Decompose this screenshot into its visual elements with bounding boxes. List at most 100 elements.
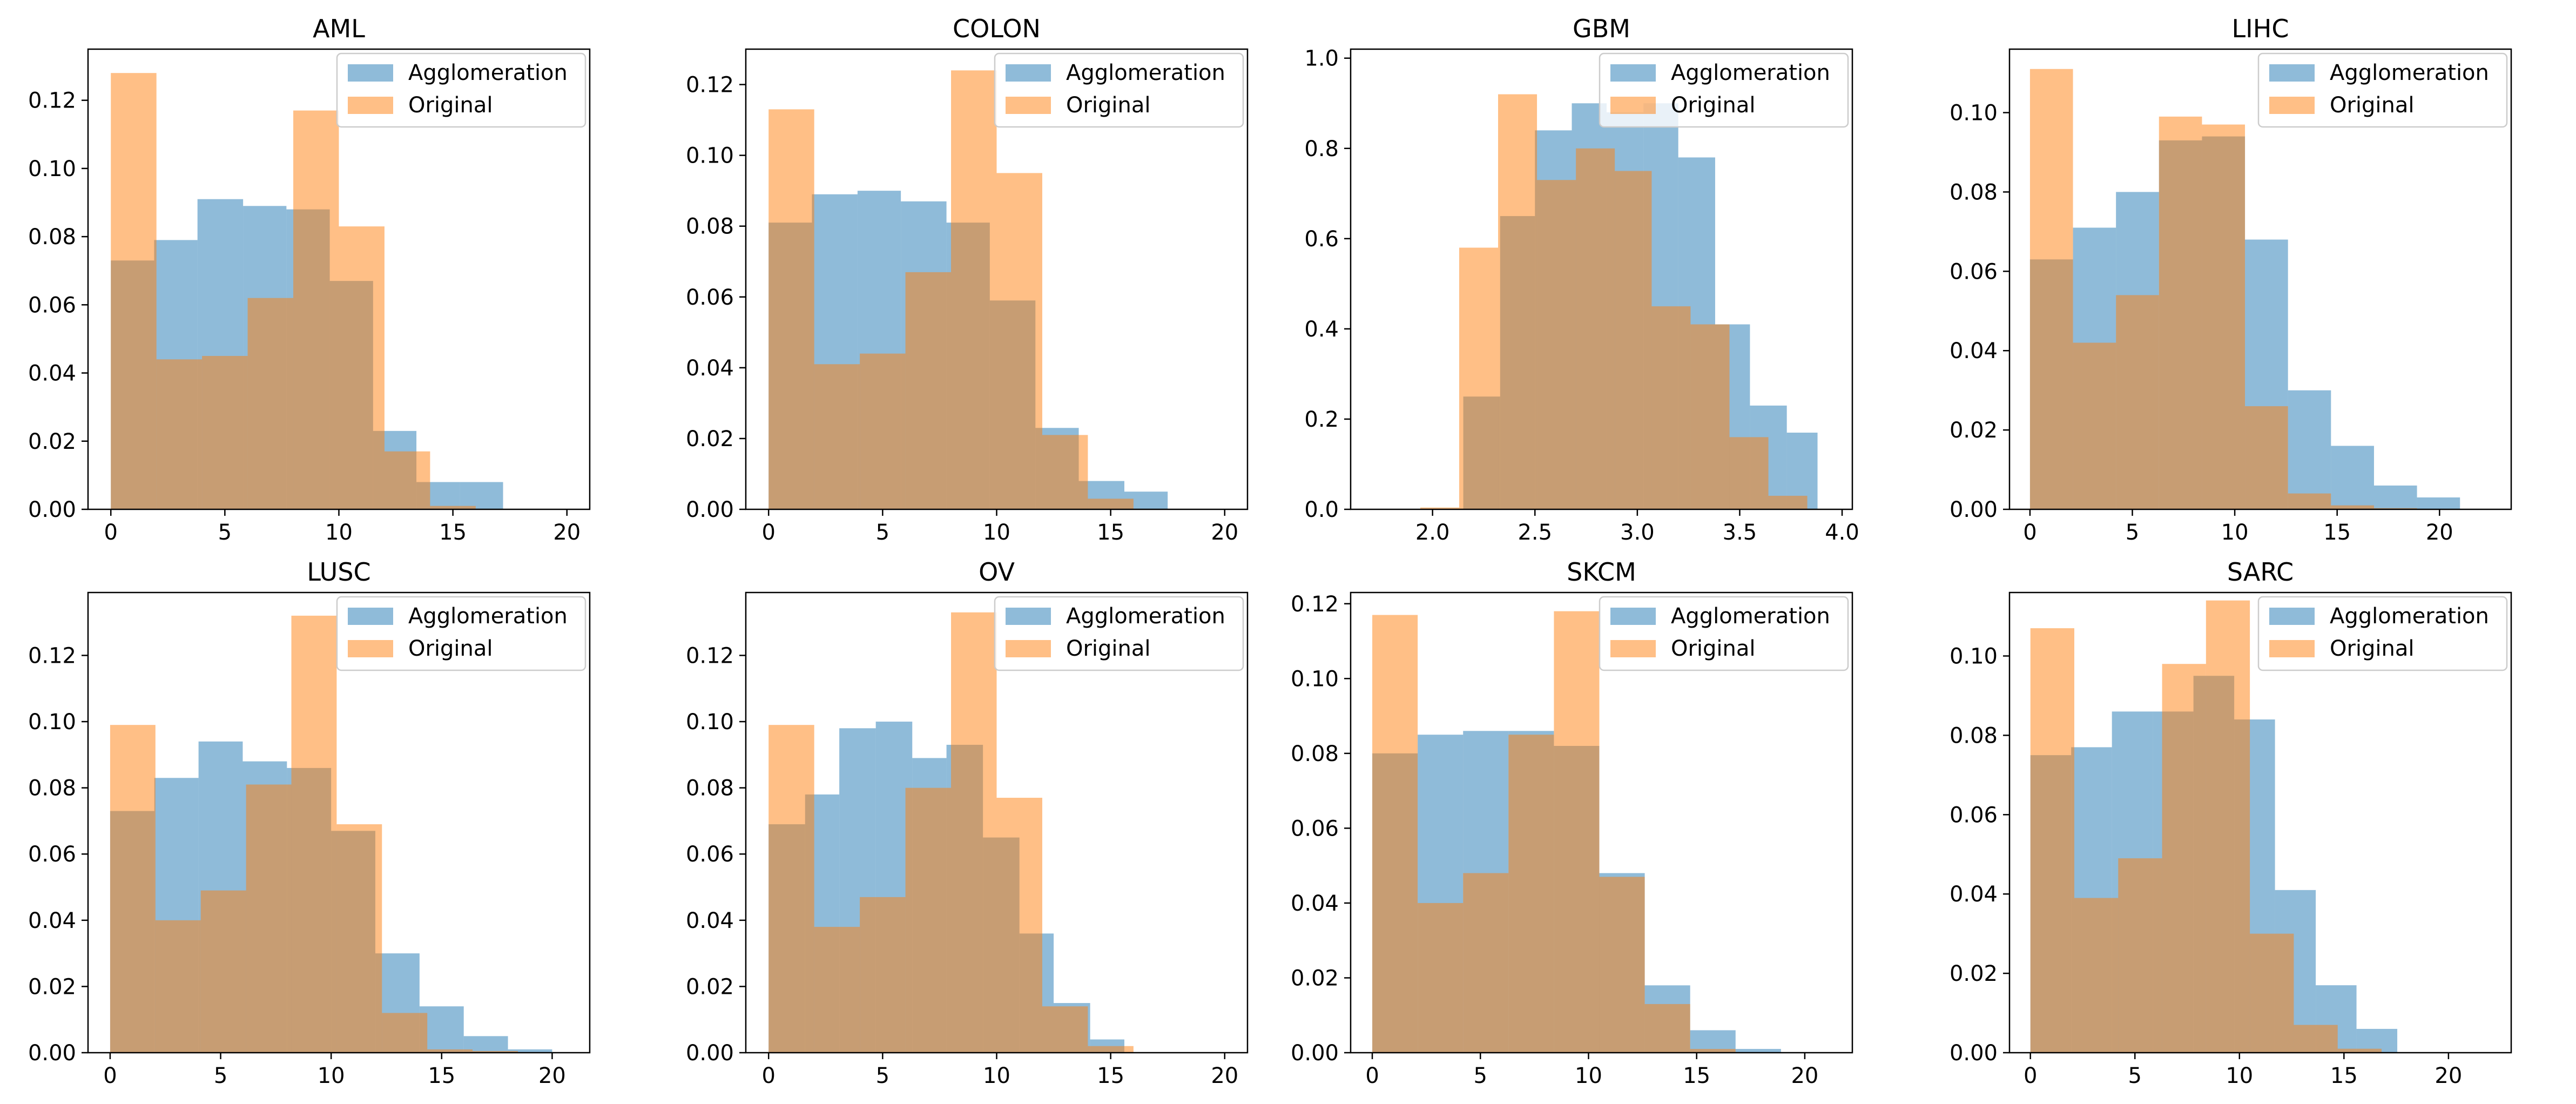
x-tick-label: 5 [1474, 1063, 1487, 1088]
x-tick-label: 5 [214, 1063, 227, 1088]
y-tick-label: 0.06 [28, 842, 76, 867]
bar-original-4 [293, 110, 339, 509]
bar-original-1 [155, 920, 201, 1053]
y-tick-label: 0.04 [28, 361, 76, 386]
legend-label-original: Original [2330, 93, 2415, 118]
x-tick-label: 3.5 [1723, 520, 1757, 545]
bar-original-6 [1042, 435, 1088, 509]
bar-original-5 [996, 798, 1042, 1053]
bar-original-6 [2294, 1025, 2338, 1053]
y-tick-label: 0.02 [1950, 961, 1998, 986]
x-tick-label: 5 [2126, 520, 2139, 545]
legend-swatch-original [1610, 97, 1656, 114]
legend-label-original: Original [408, 636, 493, 661]
x-tick-label: 10 [1575, 1063, 1602, 1088]
legend-swatch-original [348, 97, 393, 114]
legend-box [2257, 52, 2508, 128]
y-tick-label: 0.4 [1304, 317, 1339, 342]
y-tick-label: 0.12 [686, 73, 734, 98]
bar-agglomeration-6 [2288, 390, 2331, 509]
subplot-aml: AML 0 5 10 15 20 0.00 0.02 0.04 0.06 0.08 0.10 0.12 A… [28, 14, 591, 545]
legend-swatch-agglomeration [1006, 608, 1051, 625]
bar-agglomeration-8 [1735, 1049, 1781, 1053]
x-tick-label: 15 [2330, 1063, 2358, 1088]
legend-label-agglomeration: Agglomeration [1671, 60, 1830, 85]
y-tick-label: 0.06 [1950, 803, 1998, 827]
bar-original-0 [768, 725, 814, 1053]
bar-original-5 [336, 824, 382, 1053]
bar-original-1 [1459, 247, 1499, 509]
subplot-title: COLON [953, 14, 1041, 43]
bar-original-6 [1651, 306, 1691, 509]
subplot-lusc: LUSC 0 5 10 15 20 0.00 0.02 0.04 0.06 0.08 0.10 0.12… [28, 557, 591, 1088]
legend-box [1599, 52, 1849, 128]
bars-group [2029, 69, 2460, 509]
x-tick-label: 10 [983, 520, 1010, 545]
legend-swatch-agglomeration [348, 64, 393, 82]
subplot-sarc: SARC 0 5 10 15 20 0.00 0.02 0.04 0.06 0.08 0.10 Aggl… [1950, 557, 2512, 1088]
x-tick-label: 0 [104, 520, 118, 545]
axes-frame [2008, 591, 2512, 1054]
bar-original-2 [1498, 94, 1537, 509]
x-tick-label: 10 [983, 1063, 1010, 1088]
y-tick-label: 0.10 [1950, 644, 1998, 669]
bar-original-0 [768, 109, 814, 509]
bar-original-7 [1690, 324, 1730, 509]
bar-original-0 [1420, 507, 1459, 509]
y-tick-label: 0.00 [28, 497, 76, 522]
legend-label-original: Original [1671, 636, 1756, 661]
y-tick-label: 0.12 [686, 643, 734, 668]
legend-swatch-original [2269, 97, 2315, 114]
y-tick-label: 0.04 [28, 908, 76, 933]
subplot-title: SARC [2227, 557, 2294, 587]
legend-swatch-agglomeration [2269, 64, 2315, 82]
y-tick-label: 0.08 [1291, 742, 1339, 766]
y-tick-label: 0.10 [28, 710, 76, 735]
bar-original-9 [1768, 495, 1808, 509]
bar-original-0 [2029, 69, 2073, 509]
bar-original-1 [2074, 898, 2119, 1053]
bar-original-7 [427, 1049, 473, 1053]
subplot-skcm: SKCM 0 5 10 15 20 0.00 0.02 0.04 0.06 0.08 0.10 0.12… [1291, 557, 1853, 1088]
y-tick-label: 0.08 [28, 225, 76, 250]
legend-swatch-original [1006, 97, 1051, 114]
y-tick-label: 0.02 [686, 974, 734, 999]
bar-agglomeration-9 [508, 1049, 552, 1053]
bar-original-1 [1418, 903, 1464, 1053]
x-tick-label: 0 [1365, 1063, 1379, 1088]
x-tick-label: 10 [325, 520, 353, 545]
legend-label-agglomeration: Agglomeration [1066, 604, 1225, 629]
x-tick-label: 20 [1211, 520, 1238, 545]
bar-original-2 [2118, 858, 2162, 1053]
bar-original-5 [996, 173, 1042, 509]
y-tick-label: 0.10 [686, 144, 734, 169]
bar-original-6 [1042, 1006, 1088, 1053]
legend: Agglomeration Original [336, 596, 586, 671]
axes-frame [2008, 48, 2512, 510]
bar-original-1 [814, 364, 860, 509]
bar-original-4 [1554, 611, 1600, 1053]
y-tick-label: 0.08 [1950, 723, 1998, 748]
bar-original-4 [1576, 148, 1615, 509]
y-tick-label: 0.06 [1291, 816, 1339, 841]
bar-original-5 [339, 226, 385, 509]
legend-box [336, 596, 586, 671]
y-tick-label: 0.06 [686, 842, 734, 867]
legend-box [336, 52, 586, 128]
bar-original-3 [1508, 735, 1554, 1053]
y-tick-label: 0.8 [1304, 137, 1339, 161]
bar-original-6 [2288, 493, 2331, 509]
y-tick-label: 0.00 [1950, 497, 1998, 522]
bars-group [1420, 94, 1818, 509]
legend-swatch-original [1006, 640, 1051, 657]
legend: Agglomeration Original [2257, 596, 2508, 671]
bar-original-3 [2162, 664, 2206, 1053]
bar-original-3 [247, 298, 294, 509]
y-tick-label: 0.02 [686, 427, 734, 452]
x-tick-label: 2.5 [1518, 520, 1552, 545]
legend-label-original: Original [1066, 636, 1151, 661]
x-tick-label: 20 [2435, 1063, 2462, 1088]
x-tick-label: 0 [762, 1063, 776, 1088]
bar-original-1 [2073, 342, 2116, 509]
x-tick-label: 15 [439, 520, 467, 545]
